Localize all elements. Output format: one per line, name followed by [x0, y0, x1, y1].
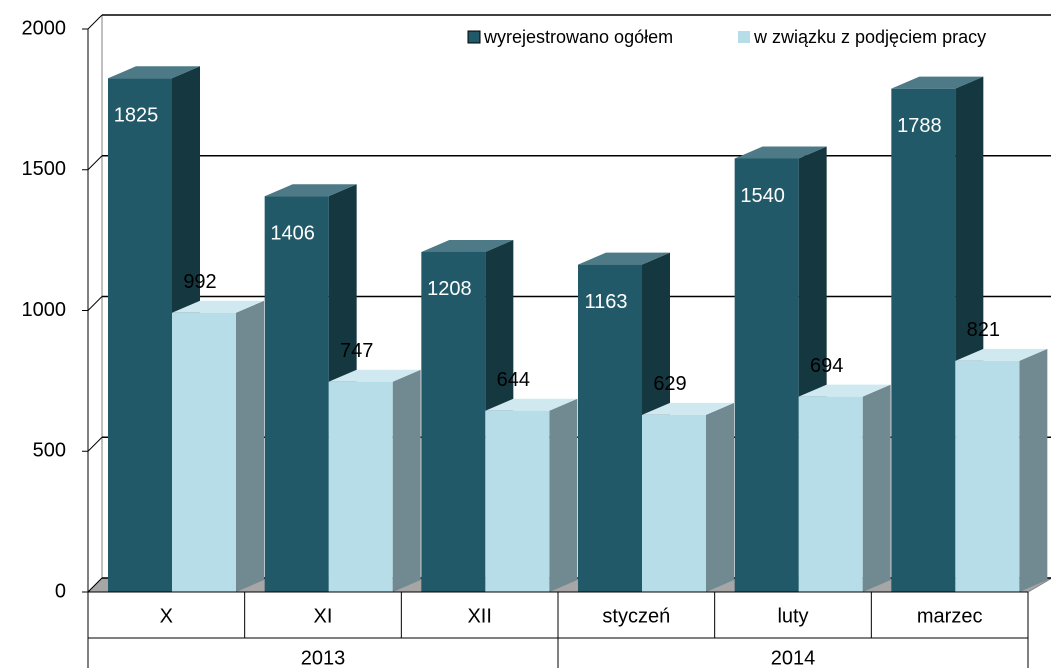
value-label: 747: [340, 340, 373, 362]
legend-label: w związku z podjęciem pracy: [753, 27, 986, 47]
grid-diag: [87, 577, 103, 593]
grid-diag: [87, 296, 103, 311]
bar: [421, 251, 486, 592]
bar: [955, 360, 1020, 592]
value-label: 1406: [270, 222, 315, 244]
value-label: 1163: [584, 291, 627, 313]
legend-swatch: [738, 31, 750, 43]
bar-side: [549, 398, 578, 592]
value-label: 1825: [114, 105, 159, 127]
x-tick-label: XII: [467, 605, 491, 627]
group-label: 2014: [771, 647, 816, 668]
bar: [642, 414, 706, 592]
bar-side: [706, 402, 734, 592]
value-label: 1788: [897, 115, 942, 137]
value-label: 1208: [427, 278, 472, 300]
bar-top: [264, 184, 357, 197]
value-label: 629: [653, 373, 686, 395]
bar: [734, 158, 799, 593]
bar-side: [862, 384, 891, 592]
bar-top: [578, 252, 670, 265]
bar: [172, 312, 236, 592]
bar-top: [172, 300, 264, 313]
value-label: 1540: [740, 185, 785, 207]
y-tick-label: 1000: [22, 299, 67, 321]
value-label: 821: [967, 319, 1000, 341]
bar-top: [891, 76, 984, 89]
y-tick-label: 0: [55, 580, 66, 602]
bar: [891, 88, 956, 592]
bar: [485, 410, 550, 592]
bar-side: [1019, 348, 1048, 592]
bar-side: [392, 369, 421, 592]
bar-top: [328, 369, 421, 382]
x-tick-label: styczeń: [602, 605, 670, 627]
grid-diag: [87, 436, 103, 452]
y-tick-label: 1500: [22, 158, 67, 180]
x-tick-label: XI: [314, 605, 333, 627]
bar-top: [108, 66, 200, 79]
x-tick-label: X: [160, 605, 173, 627]
bar: [264, 196, 329, 592]
x-tick-label: marzec: [917, 605, 983, 627]
value-label: 992: [183, 271, 216, 293]
y-tick-label: 500: [33, 440, 66, 462]
value-label: 644: [497, 369, 530, 391]
bar-top: [485, 398, 578, 411]
bar: [798, 396, 863, 592]
bar-side: [236, 300, 264, 592]
y-tick-label: 2000: [22, 17, 67, 39]
x-tick-label: luty: [777, 605, 808, 627]
bar-top: [955, 348, 1048, 361]
group-label: 2013: [301, 647, 346, 668]
value-label: 694: [810, 355, 843, 377]
bar: [108, 78, 172, 592]
bar-top: [734, 146, 827, 159]
bar: [328, 381, 393, 592]
bar-top: [798, 384, 891, 397]
legend-swatch: [467, 30, 481, 44]
bar-top: [642, 402, 734, 415]
bar: [578, 264, 642, 592]
legend-label: wyrejestrowano ogółem: [483, 27, 673, 47]
bar-top: [421, 239, 514, 252]
grid-diag: [87, 14, 103, 30]
grid-diag: [87, 155, 103, 171]
